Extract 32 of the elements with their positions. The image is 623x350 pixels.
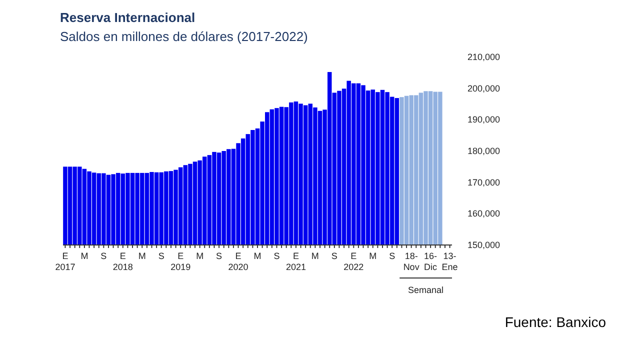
y-tick-label: 180,000 [467, 146, 500, 156]
x-tick-label: S [331, 251, 338, 261]
x-tick-label: S [389, 251, 396, 261]
y-tick-label: 200,000 [467, 83, 500, 94]
x-tick-label: E 2018 [112, 251, 133, 272]
x-tick-label: S [100, 251, 107, 261]
x-tick-label: M [196, 251, 204, 261]
x-tick-label: E 2019 [170, 251, 191, 272]
x-tick-label: M [138, 251, 146, 261]
x-tick-label: M [369, 251, 377, 261]
x-tick-label: S [158, 251, 164, 261]
chart-title: Reserva Internacional [60, 10, 196, 25]
source-note: Fuente: Banxico [504, 314, 606, 330]
x-tick-label: 13- Ene [442, 251, 458, 272]
text: Semanal [408, 285, 444, 295]
x-tick-label: S [216, 251, 222, 261]
x-tick-label: 18- Nov [403, 251, 420, 272]
y-tick-label: 190,000 [467, 114, 500, 125]
x-tick-label: E 2017 [55, 251, 76, 272]
y-tick-label: 170,000 [467, 177, 500, 188]
y-tick-label: 150,000 [467, 240, 500, 250]
y-tick-label: 210,000 [467, 52, 500, 62]
x-tick-label: M [80, 251, 88, 261]
x-tick-label: E 2020 [228, 251, 248, 272]
x-tick-label: 16- Dic [424, 251, 438, 272]
x-tick-label: S [274, 251, 280, 261]
x-tick-label: M [254, 251, 262, 261]
x-tick-label: E 2021 [286, 251, 306, 272]
x-tick-label: E 2022 [344, 251, 364, 272]
y-tick-label: 160,000 [467, 208, 500, 219]
chart-subtitle: Saldos en millones de dólares (2017-2022) [60, 29, 308, 44]
x-tick-label: M [311, 251, 319, 261]
